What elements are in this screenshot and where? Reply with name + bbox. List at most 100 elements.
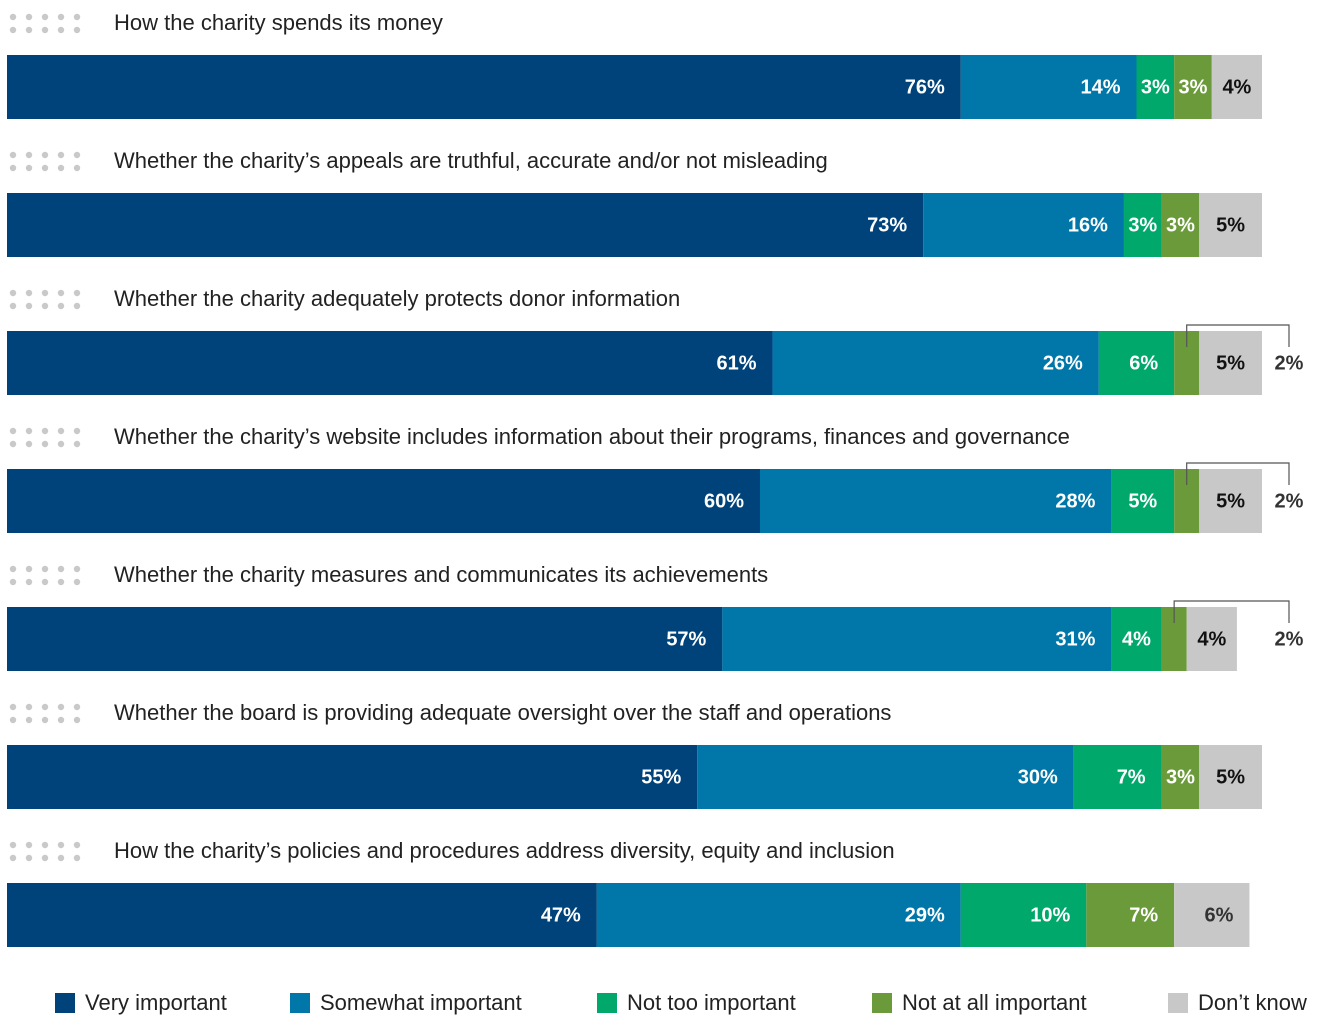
bar-segment: [7, 55, 961, 119]
bar-segment: [7, 745, 698, 809]
value-label: 76%: [905, 76, 945, 98]
dot-icon: [73, 716, 81, 724]
dot-icon: [73, 578, 81, 586]
value-label: 5%: [1216, 490, 1245, 512]
row-title: Whether the charity’s appeals are truthf…: [114, 148, 828, 173]
bar-segment: [1123, 193, 1162, 257]
dot-icon: [25, 703, 33, 711]
dot-icon: [41, 427, 49, 435]
dot-icon: [41, 289, 49, 297]
dot-icon: [73, 13, 81, 21]
legend-swatch: [290, 993, 310, 1013]
dot-icon: [25, 289, 33, 297]
value-label: 3%: [1141, 76, 1170, 98]
dot-icon: [57, 841, 65, 849]
dot-icon: [9, 302, 17, 310]
dot-icon: [41, 703, 49, 711]
bar-segment: [772, 331, 1099, 395]
value-label: 28%: [1055, 490, 1095, 512]
dot-icon: [57, 427, 65, 435]
callout-line: [1173, 600, 1290, 623]
value-label: 2%: [1275, 352, 1304, 374]
dot-icon: [57, 26, 65, 34]
bar-segment: [1111, 607, 1162, 671]
dot-icon: [41, 578, 49, 586]
dot-icon: [57, 151, 65, 159]
value-label: 6%: [1129, 352, 1158, 374]
dot-icon: [9, 164, 17, 172]
value-label: 4%: [1122, 628, 1151, 650]
dot-icon: [9, 854, 17, 862]
dot-icon: [25, 716, 33, 724]
value-label: 4%: [1222, 76, 1251, 98]
dot-icon: [73, 302, 81, 310]
value-label: 4%: [1197, 628, 1226, 650]
bar-segment: [1161, 745, 1200, 809]
value-label: 5%: [1128, 490, 1157, 512]
bar-segment: [960, 55, 1137, 119]
dot-icon: [41, 716, 49, 724]
bar-segment: [923, 193, 1124, 257]
value-label: 2%: [1275, 628, 1304, 650]
value-label: 3%: [1166, 766, 1195, 788]
dot-icon: [41, 565, 49, 573]
value-label: 5%: [1216, 766, 1245, 788]
dot-icon: [41, 854, 49, 862]
dot-icon: [73, 164, 81, 172]
bar-segment: [1199, 193, 1262, 257]
dot-icon: [25, 854, 33, 862]
dot-icon: [57, 565, 65, 573]
dot-icon: [57, 716, 65, 724]
bar-segment: [1199, 331, 1262, 395]
value-label: 7%: [1129, 904, 1158, 926]
value-label: 26%: [1043, 352, 1083, 374]
dot-icon: [73, 854, 81, 862]
row-title: How the charity’s policies and procedure…: [114, 838, 895, 863]
dot-icon: [73, 427, 81, 435]
legend-label: Very important: [85, 990, 227, 1015]
bar-segment: [7, 331, 773, 395]
bar-segment: [1174, 883, 1250, 947]
bar-segment: [1111, 469, 1175, 533]
legend-label: Not too important: [627, 990, 796, 1015]
dot-icon: [25, 427, 33, 435]
value-label: 57%: [666, 628, 706, 650]
bar-segment: [1136, 55, 1175, 119]
dot-icon: [41, 164, 49, 172]
dot-icon: [9, 151, 17, 159]
dot-icon: [9, 440, 17, 448]
bar-segment: [697, 745, 1074, 809]
dot-icon: [25, 841, 33, 849]
dot-icon: [57, 13, 65, 21]
row-title: How the charity spends its money: [114, 10, 443, 35]
bar-segment: [1186, 607, 1237, 671]
value-label: 60%: [704, 490, 744, 512]
callout-line: [1186, 324, 1290, 347]
dot-icon: [9, 578, 17, 586]
dot-icon: [25, 26, 33, 34]
dot-icon: [57, 703, 65, 711]
bar-segment: [7, 193, 924, 257]
value-label: 3%: [1179, 76, 1208, 98]
bar-segment: [1174, 55, 1212, 119]
value-label: 3%: [1128, 214, 1157, 236]
value-label: 14%: [1080, 76, 1120, 98]
dot-icon: [73, 26, 81, 34]
dot-icon: [41, 440, 49, 448]
dot-icon: [41, 302, 49, 310]
bar-segment: [1199, 469, 1262, 533]
legend-swatch: [872, 993, 892, 1013]
bar-segment: [1211, 55, 1262, 119]
row-title: Whether the board is providing adequate …: [114, 700, 891, 725]
legend-label: Not at all important: [902, 990, 1087, 1015]
dot-icon: [41, 841, 49, 849]
bar-segment: [7, 469, 760, 533]
dot-icon: [57, 289, 65, 297]
dot-icon: [57, 302, 65, 310]
value-label: 31%: [1055, 628, 1095, 650]
value-label: 55%: [641, 766, 681, 788]
bar-segment: [722, 607, 1112, 671]
dot-icon: [73, 440, 81, 448]
callout-line: [1186, 462, 1290, 485]
